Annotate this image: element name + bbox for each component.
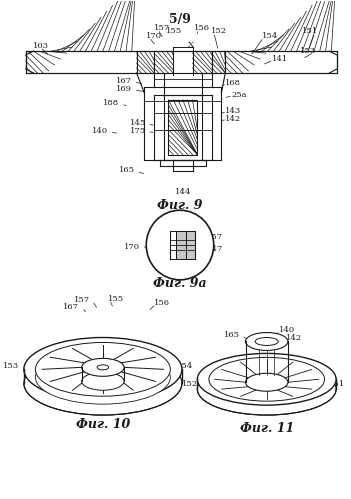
Text: 25a: 25a (231, 91, 246, 99)
Text: 167: 167 (63, 303, 79, 311)
Text: 157: 157 (154, 24, 170, 32)
Text: 157: 157 (207, 233, 223, 241)
Text: 5/9: 5/9 (169, 13, 191, 26)
Text: 140: 140 (279, 325, 296, 333)
Circle shape (146, 210, 214, 280)
Ellipse shape (35, 350, 170, 404)
Text: 140: 140 (92, 127, 108, 135)
Text: 175: 175 (130, 127, 146, 135)
Text: Фиг. 11: Фиг. 11 (240, 423, 294, 436)
Text: 170: 170 (146, 32, 162, 40)
Text: 145: 145 (130, 119, 146, 127)
Ellipse shape (35, 342, 170, 396)
Text: 153: 153 (300, 47, 316, 55)
Ellipse shape (209, 357, 325, 401)
Bar (212, 51, 225, 73)
Ellipse shape (197, 353, 336, 405)
Text: 151: 151 (302, 27, 318, 35)
Ellipse shape (197, 363, 336, 415)
Ellipse shape (82, 358, 124, 376)
Ellipse shape (97, 365, 109, 370)
Text: 152: 152 (53, 397, 69, 405)
Bar (225, 51, 337, 73)
Text: Фиг. 9а: Фиг. 9а (153, 277, 207, 290)
Text: Фиг. 9: Фиг. 9 (157, 199, 203, 212)
Bar (176, 231, 196, 259)
Text: 141: 141 (272, 55, 288, 63)
Ellipse shape (245, 373, 288, 391)
Bar (153, 235, 170, 257)
Text: 144: 144 (175, 188, 191, 196)
Text: 165: 165 (224, 330, 240, 338)
Text: 156: 156 (154, 299, 170, 307)
Text: 142: 142 (225, 115, 241, 123)
Bar (192, 51, 212, 73)
Ellipse shape (24, 337, 182, 401)
Text: 154: 154 (262, 32, 278, 40)
Text: 170: 170 (124, 243, 139, 251)
Text: 156: 156 (194, 24, 211, 32)
Text: 155: 155 (166, 27, 182, 35)
Text: 103: 103 (33, 42, 48, 50)
Text: Фиг. 10: Фиг. 10 (76, 418, 130, 431)
Text: 154: 154 (177, 362, 193, 370)
Text: 167: 167 (116, 77, 132, 85)
Text: 147: 147 (207, 245, 223, 253)
Text: 165: 165 (119, 167, 135, 175)
Text: 188: 188 (103, 99, 119, 107)
Bar (154, 51, 173, 73)
Text: 152: 152 (182, 380, 198, 388)
Bar (137, 51, 154, 73)
Text: 155: 155 (108, 295, 124, 303)
Ellipse shape (255, 337, 278, 345)
Text: 140: 140 (119, 400, 135, 408)
Text: 157: 157 (74, 296, 90, 304)
Text: 143: 143 (225, 107, 241, 115)
Text: 142: 142 (286, 333, 302, 341)
Bar (168, 100, 197, 155)
Text: 153: 153 (3, 362, 19, 370)
Text: 169: 169 (116, 85, 132, 93)
Text: 168: 168 (225, 79, 241, 87)
Text: X: X (187, 41, 194, 49)
Ellipse shape (245, 332, 288, 350)
Ellipse shape (24, 351, 182, 415)
Text: 152: 152 (211, 27, 227, 35)
Text: 155: 155 (252, 395, 268, 403)
Bar (26, 51, 137, 73)
Ellipse shape (82, 372, 124, 390)
Text: 151: 151 (329, 380, 345, 388)
